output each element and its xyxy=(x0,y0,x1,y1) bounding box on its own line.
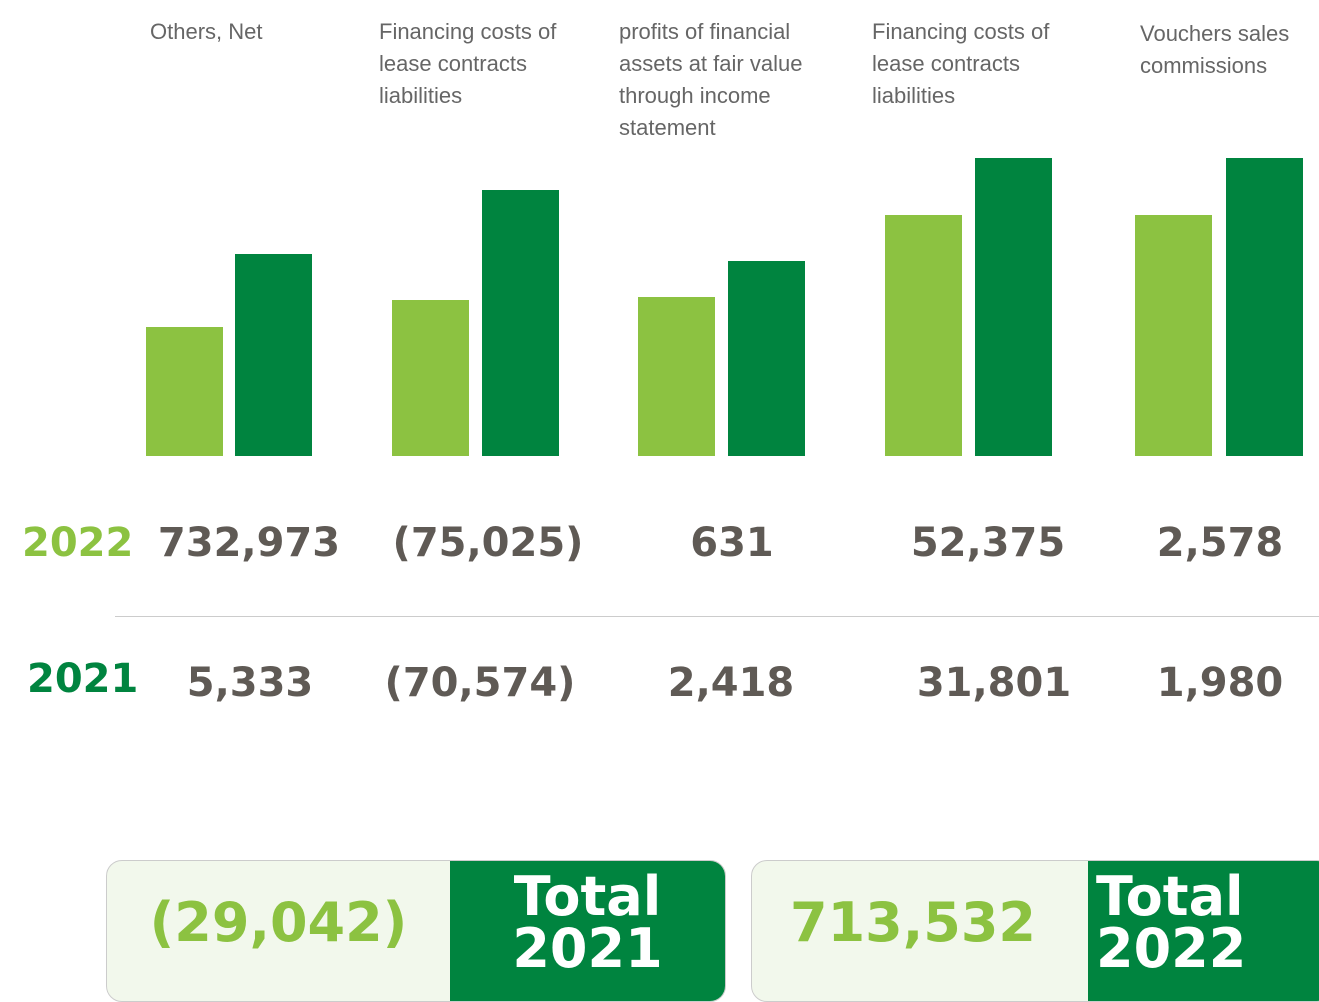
total-label-bottom: 2021 xyxy=(512,917,663,980)
bar xyxy=(1226,158,1303,456)
bar xyxy=(975,158,1052,456)
column-label: Financing costs of lease contracts liabi… xyxy=(872,19,1050,108)
value: 5,333 xyxy=(186,660,314,706)
total-label-top: Total xyxy=(513,865,662,928)
total-value: 713,532 xyxy=(790,891,1036,954)
divider xyxy=(115,616,1319,617)
value: (75,025) xyxy=(392,520,584,566)
bar xyxy=(235,254,312,456)
column-label: Financing costs of lease contracts liabi… xyxy=(379,19,557,108)
value: 732,973 xyxy=(157,520,341,566)
value: 2,418 xyxy=(667,660,795,706)
bar xyxy=(1135,215,1212,456)
total-label: Total 2021 xyxy=(450,861,725,1001)
bar xyxy=(885,215,962,456)
total-value: (29,042) xyxy=(149,891,408,954)
year-label: 2022 xyxy=(22,520,134,566)
value: 31,801 xyxy=(916,660,1072,706)
bar xyxy=(728,261,805,456)
total-box: 713,532 Total 2022 xyxy=(751,860,1319,1002)
value: 631 xyxy=(690,520,774,566)
total-label: Total 2022 xyxy=(1088,861,1319,1001)
value: (70,574) xyxy=(384,660,576,706)
bar xyxy=(146,327,223,456)
column-label: profits of financial assets at fair valu… xyxy=(619,19,803,140)
bar xyxy=(638,297,715,456)
bar xyxy=(392,300,469,456)
bar xyxy=(482,190,559,456)
total-box: (29,042) Total 2021 xyxy=(106,860,726,1002)
year-label: 2021 xyxy=(27,656,139,702)
total-label-top: Total xyxy=(1096,865,1244,928)
column-label: Vouchers sales commissions xyxy=(1140,21,1290,78)
total-label-bottom: 2022 xyxy=(1096,917,1247,980)
value: 1,980 xyxy=(1156,660,1284,706)
value: 2,578 xyxy=(1156,520,1284,566)
column-label: Others, Net xyxy=(150,19,263,44)
value: 52,375 xyxy=(910,520,1066,566)
page: Others, Net Financing costs of lease con… xyxy=(22,19,1319,1002)
